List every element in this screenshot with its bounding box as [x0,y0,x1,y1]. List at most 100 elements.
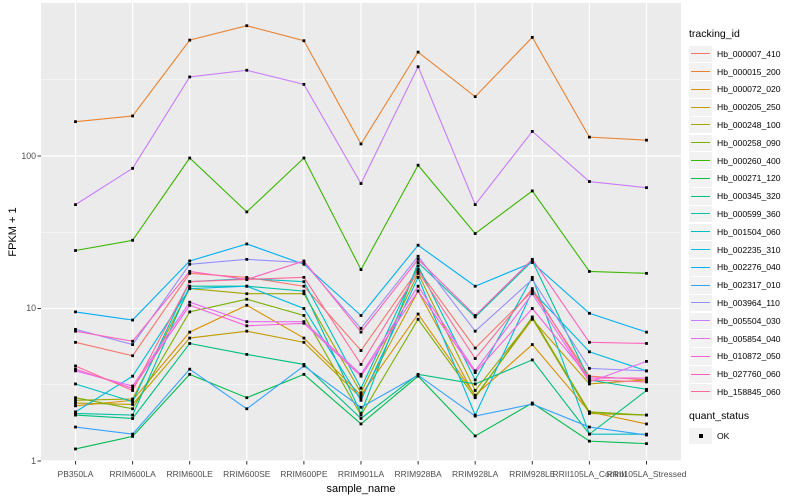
data-point [416,312,420,316]
legend-item: Hb_005504_030 [689,312,799,330]
data-point [74,404,77,408]
x-tick-label: RRII105LA_Stressed [606,469,687,479]
data-point [131,166,134,170]
data-point [416,268,420,271]
data-point [416,243,420,247]
data-point [245,284,249,288]
y-tick-label: 100 [21,150,36,161]
data-point [645,369,648,373]
x-tick-label: RRIM901LA [337,469,385,479]
x-tick-label: RRIM600PE [280,469,328,479]
legend-item-label: Hb_027760_060 [717,369,781,380]
data-point [245,292,249,296]
data-point [188,300,192,304]
data-point [359,398,363,402]
data-point [588,135,591,139]
legend-item: Hb_000271_120 [689,170,799,188]
data-point [188,342,192,345]
data-point [359,327,363,330]
data-point [416,317,420,321]
data-point [530,261,534,264]
data-point [588,425,591,429]
data-point [588,270,591,273]
data-point [359,391,363,395]
legend-item-label: Hb_000205_250 [717,102,781,113]
data-point [302,372,306,376]
data-point [588,432,591,436]
data-point [302,364,306,368]
data-point [530,287,534,291]
legend-key-line-icon [689,348,712,365]
data-point [74,203,77,207]
data-point [245,24,249,28]
y-tick-label: 10 [26,303,36,313]
data-point [473,95,477,99]
data-point [530,275,534,279]
data-point [416,275,420,279]
data-point [645,380,648,384]
data-point [473,396,477,400]
data-point [131,417,134,420]
data-point [188,372,192,376]
legend-item-label: Hb_005504_030 [717,315,781,326]
data-point [645,376,648,380]
data-point [530,129,534,133]
data-point [131,413,134,417]
x-axis-title: sample_name [326,483,396,495]
data-point [588,180,591,183]
data-point [416,50,420,54]
legend-key-line-icon [689,134,712,152]
data-point [302,314,306,317]
data-point [245,242,249,246]
legend-key-line-icon [689,205,712,223]
data-point [473,284,477,288]
data-point [74,425,77,429]
legend-key-line-icon [689,294,712,312]
data-point [645,342,648,345]
data-point [530,358,534,362]
data-point [359,412,363,415]
data-point [245,297,249,301]
data-point [131,389,134,392]
legend-item: Hb_003964_110 [689,294,799,312]
data-point [588,311,591,315]
data-point [131,400,134,404]
legend-key-line-icon [689,152,712,169]
data-point [188,367,192,371]
legend-item-label: Hb_000248_100 [717,120,781,131]
data-point [530,278,534,281]
legend-item: Hb_002276_040 [689,259,799,277]
data-point [131,354,134,358]
data-point [359,268,363,271]
data-point [530,259,534,263]
tracking-id-legend-items: Hb_000007_410 Hb_000015_200 Hb_000072_020 H… [689,45,799,401]
legend-item-label: Hb_001504_060 [717,226,781,237]
data-point [588,376,591,380]
data-point [473,357,477,360]
data-point [188,330,192,334]
data-point [302,39,306,43]
data-point [645,422,648,426]
legend-item: Hb_000599_360 [689,205,799,223]
legend: tracking_id Hb_000007_410 Hb_000015_200 Hb… [689,28,799,445]
data-point [245,257,249,261]
data-point [131,238,134,242]
data-point [473,389,477,392]
data-point [302,307,306,310]
data-point [245,329,249,333]
data-point [302,289,306,293]
data-point [359,182,363,185]
data-point [530,307,534,310]
data-point [74,120,77,124]
data-point [588,412,591,415]
data-point [359,396,363,400]
x-tick-label: RRIM600LE [166,469,213,479]
legend-item-label: Hb_000072_020 [717,84,781,95]
data-point [645,186,648,190]
x-tick-label: RRIM928LE [509,469,556,479]
legend-item-label: Hb_002235_310 [717,244,781,255]
data-point [74,412,77,415]
y-tick-label: 1 [31,455,36,466]
data-point [588,410,591,414]
legend-key-line-icon [689,259,712,276]
